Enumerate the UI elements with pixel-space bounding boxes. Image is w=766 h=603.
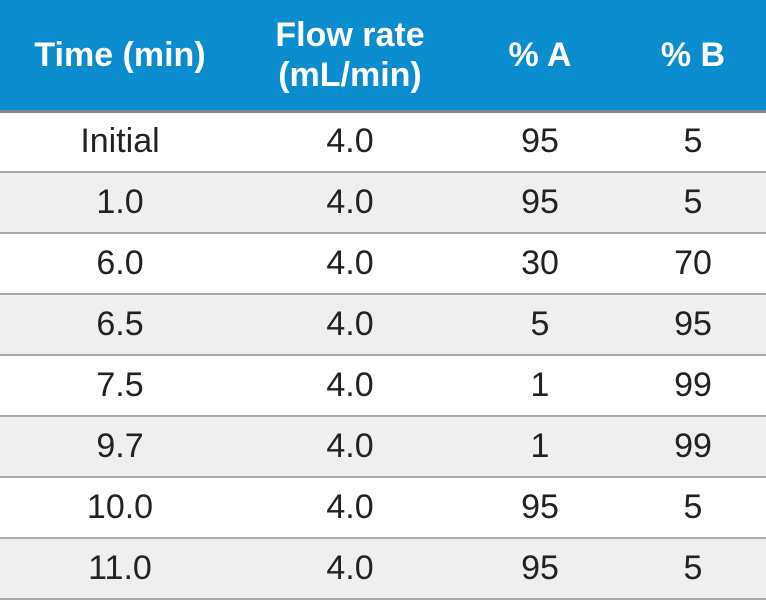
cell-percent-b: 99 [620, 355, 766, 417]
table-row: 10.0 4.0 95 5 [0, 477, 766, 539]
cell-flow-rate: 4.0 [240, 355, 460, 417]
table-row: 11.0 4.0 95 5 [0, 538, 766, 600]
cell-time: 6.0 [0, 233, 240, 295]
cell-percent-a: 30 [460, 233, 620, 295]
cell-flow-rate: 4.0 [240, 109, 460, 173]
cell-time: 10.0 [0, 477, 240, 539]
header-row: Time (min) Flow rate (mL/min) % A % B [0, 0, 766, 111]
cell-percent-b: 99 [620, 416, 766, 478]
table-row: 9.7 4.0 1 99 [0, 416, 766, 478]
header-percent-b: % B [620, 0, 766, 111]
cell-time: 9.7 [0, 416, 240, 478]
cell-time: 11.0 [0, 538, 240, 600]
cell-percent-a: 1 [460, 416, 620, 478]
table-body: Initial 4.0 95 5 1.0 4.0 95 5 6.0 4.0 30… [0, 109, 766, 600]
table-row: Initial 4.0 95 5 [0, 109, 766, 173]
cell-time: Initial [0, 109, 240, 173]
cell-percent-a: 95 [460, 538, 620, 600]
header-flow-rate: Flow rate (mL/min) [240, 0, 460, 111]
cell-time: 7.5 [0, 355, 240, 417]
table-row: 6.5 4.0 5 95 [0, 294, 766, 356]
table-row: 6.0 4.0 30 70 [0, 233, 766, 295]
table-row: 7.5 4.0 1 99 [0, 355, 766, 417]
cell-percent-a: 95 [460, 477, 620, 539]
header-flow-rate-line2: (mL/min) [278, 55, 422, 94]
cell-time: 1.0 [0, 172, 240, 234]
cell-percent-a: 1 [460, 355, 620, 417]
cell-percent-b: 5 [620, 477, 766, 539]
cell-flow-rate: 4.0 [240, 233, 460, 295]
cell-percent-b: 95 [620, 294, 766, 356]
header-percent-b-label: % B [660, 35, 726, 74]
cell-flow-rate: 4.0 [240, 416, 460, 478]
header-time: Time (min) [0, 0, 240, 111]
header-percent-a-label: % A [508, 35, 572, 74]
cell-percent-a: 5 [460, 294, 620, 356]
table-row: 1.0 4.0 95 5 [0, 172, 766, 234]
cell-flow-rate: 4.0 [240, 538, 460, 600]
cell-percent-b: 5 [620, 538, 766, 600]
cell-time: 6.5 [0, 294, 240, 356]
cell-percent-a: 95 [460, 109, 620, 173]
cell-percent-b: 70 [620, 233, 766, 295]
cell-flow-rate: 4.0 [240, 172, 460, 234]
header-flow-rate-line1: Flow rate [275, 15, 425, 54]
cell-flow-rate: 4.0 [240, 294, 460, 356]
cell-flow-rate: 4.0 [240, 477, 460, 539]
table-header: Time (min) Flow rate (mL/min) % A % B [0, 0, 766, 111]
header-percent-a: % A [460, 0, 620, 111]
header-time-label: Time (min) [34, 35, 206, 74]
cell-percent-a: 95 [460, 172, 620, 234]
cell-percent-b: 5 [620, 172, 766, 234]
cell-percent-b: 5 [620, 109, 766, 173]
